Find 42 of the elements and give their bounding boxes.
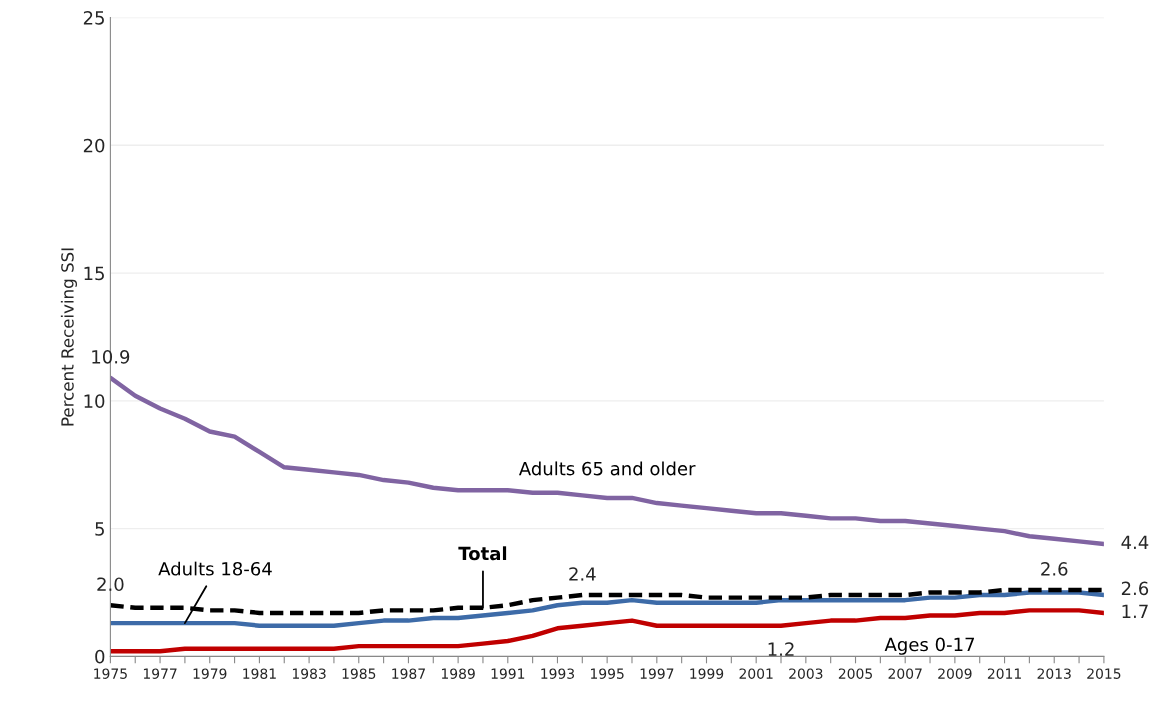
data-label: 2.4 <box>569 567 596 581</box>
text: Total <box>458 546 507 561</box>
x-tick-label: 1991 <box>491 668 525 679</box>
x-tick-label: 1977 <box>143 668 177 679</box>
series-label: Adults 65 and older <box>518 461 696 476</box>
y-tick-label: 25 <box>83 11 104 25</box>
data-label: 1.2 <box>768 642 794 656</box>
x-tick-label: 1999 <box>690 668 724 679</box>
x-tick-label: 1997 <box>640 668 674 679</box>
x-tick-label: 1985 <box>342 668 376 679</box>
x-tick-label: 1993 <box>541 668 575 679</box>
x-tick-label: 1989 <box>441 668 475 679</box>
y-tick-label: 15 <box>84 266 104 281</box>
data-label: 10.9 <box>92 349 130 364</box>
data-label: 4.4 <box>1121 535 1149 549</box>
x-tick-label: 1981 <box>243 668 276 679</box>
y-tick-label: 5 <box>95 522 104 536</box>
x-tick-label: 1995 <box>591 668 624 679</box>
y-tick-label: 20 <box>83 138 105 153</box>
y-axis-title: Percent Receiving SSI <box>60 248 77 426</box>
x-tick-label: 2015 <box>1087 668 1121 679</box>
x-tick-label: 1979 <box>193 668 227 679</box>
x-tick-label: 2007 <box>888 668 922 679</box>
x-tick-label: 1975 <box>94 668 127 679</box>
y-tick-label: 10 <box>84 394 105 408</box>
y-tick-label: 0 <box>95 649 105 664</box>
x-tick-label: 1983 <box>292 668 326 679</box>
data-label: 2.0 <box>97 577 124 592</box>
x-tick-label: 2005 <box>838 668 872 679</box>
data-label: 1.7 <box>1122 604 1148 618</box>
x-tick-label: 2011 <box>987 668 1021 679</box>
x-tick-label: 2009 <box>938 668 972 679</box>
x-tick-label: 2003 <box>789 668 823 679</box>
text: Adults 18-64 <box>158 561 272 576</box>
line-series <box>110 590 1104 628</box>
x-tick-label: 2001 <box>739 668 773 679</box>
series-label: Ages 0-17 <box>884 637 975 655</box>
data-label: 2.6 <box>1121 581 1149 596</box>
line-series <box>110 375 1104 547</box>
data-label: 2.6 <box>1041 562 1068 576</box>
x-tick-label: 2013 <box>1037 668 1071 679</box>
x-tick-label: 1987 <box>392 668 425 679</box>
